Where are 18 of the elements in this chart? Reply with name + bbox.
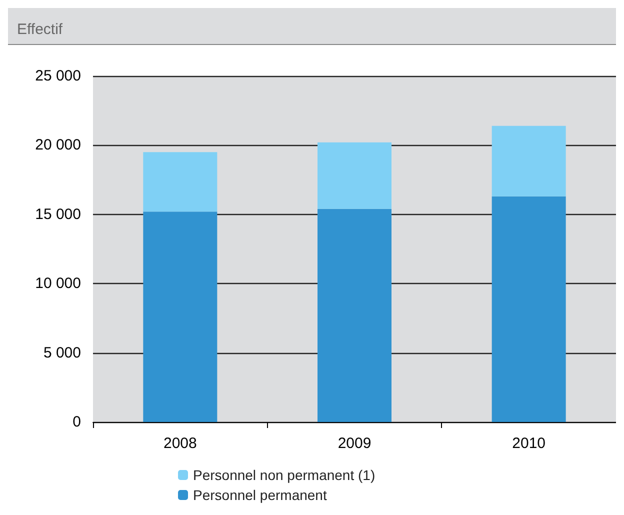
legend-label: Personnel permanent xyxy=(193,487,327,503)
bar xyxy=(318,142,392,209)
bar xyxy=(492,196,566,422)
y-tick-label: 15 000 xyxy=(35,206,81,223)
bar xyxy=(318,208,392,422)
x-tick-label: 2008 xyxy=(163,435,197,452)
y-tick-label: 0 xyxy=(72,414,81,430)
bar xyxy=(492,126,566,196)
bar xyxy=(143,152,218,212)
y-tick-label: 20 000 xyxy=(35,136,81,154)
bar xyxy=(143,212,218,422)
y-tick-label: 25 000 xyxy=(35,68,81,84)
y-tick-label: 5 000 xyxy=(43,344,81,362)
legend-label: Personnel non permanent (1) xyxy=(193,467,376,483)
y-tick-label: 10 000 xyxy=(35,275,81,292)
x-tick-label: 2010 xyxy=(512,435,546,452)
x-tick-label: 2009 xyxy=(338,435,372,452)
y-axis-title: Effectif xyxy=(17,21,64,38)
